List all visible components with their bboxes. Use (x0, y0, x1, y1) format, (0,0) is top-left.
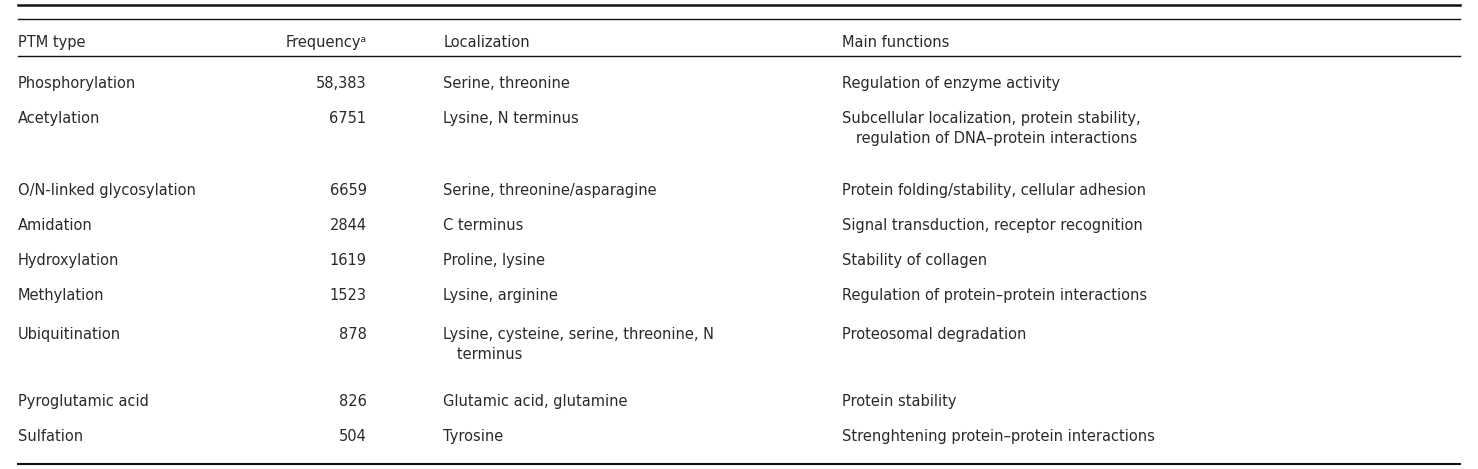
Text: 826: 826 (338, 394, 367, 409)
Text: Serine, threonine/asparagine: Serine, threonine/asparagine (443, 183, 658, 198)
Text: Acetylation: Acetylation (18, 111, 101, 126)
Text: Glutamic acid, glutamine: Glutamic acid, glutamine (443, 394, 628, 409)
Text: Signal transduction, receptor recognition: Signal transduction, receptor recognitio… (842, 218, 1142, 233)
Text: Proline, lysine: Proline, lysine (443, 253, 545, 268)
Text: O/N-linked glycosylation: O/N-linked glycosylation (18, 183, 195, 198)
Text: Frequencyᵃ: Frequencyᵃ (285, 35, 367, 50)
Text: Lysine, arginine: Lysine, arginine (443, 288, 559, 303)
Text: Proteosomal degradation: Proteosomal degradation (842, 327, 1027, 342)
Text: 58,383: 58,383 (316, 76, 367, 91)
Text: Amidation: Amidation (18, 218, 93, 233)
Text: Protein stability: Protein stability (842, 394, 956, 409)
Text: C terminus: C terminus (443, 218, 523, 233)
Text: 2844: 2844 (330, 218, 367, 233)
Text: Sulfation: Sulfation (18, 429, 83, 444)
Text: Strenghtening protein–protein interactions: Strenghtening protein–protein interactio… (842, 429, 1156, 444)
Text: 504: 504 (338, 429, 367, 444)
Text: Tyrosine: Tyrosine (443, 429, 504, 444)
Text: Ubiquitination: Ubiquitination (18, 327, 121, 342)
Text: Protein folding/stability, cellular adhesion: Protein folding/stability, cellular adhe… (842, 183, 1147, 198)
Text: Localization: Localization (443, 35, 531, 50)
Text: 1523: 1523 (330, 288, 367, 303)
Text: Lysine, N terminus: Lysine, N terminus (443, 111, 579, 126)
Text: Serine, threonine: Serine, threonine (443, 76, 571, 91)
Text: Lysine, cysteine, serine, threonine, N
   terminus: Lysine, cysteine, serine, threonine, N t… (443, 327, 714, 362)
Text: 6751: 6751 (330, 111, 367, 126)
Text: PTM type: PTM type (18, 35, 86, 50)
Text: Methylation: Methylation (18, 288, 105, 303)
Text: Subcellular localization, protein stability,
   regulation of DNA–protein intera: Subcellular localization, protein stabil… (842, 111, 1141, 146)
Text: Regulation of enzyme activity: Regulation of enzyme activity (842, 76, 1061, 91)
Text: 878: 878 (338, 327, 367, 342)
Text: 1619: 1619 (330, 253, 367, 268)
Text: Pyroglutamic acid: Pyroglutamic acid (18, 394, 149, 409)
Text: Regulation of protein–protein interactions: Regulation of protein–protein interactio… (842, 288, 1147, 303)
Text: Stability of collagen: Stability of collagen (842, 253, 987, 268)
Text: 6659: 6659 (330, 183, 367, 198)
Text: Main functions: Main functions (842, 35, 950, 50)
Text: Hydroxylation: Hydroxylation (18, 253, 120, 268)
Text: Phosphorylation: Phosphorylation (18, 76, 136, 91)
